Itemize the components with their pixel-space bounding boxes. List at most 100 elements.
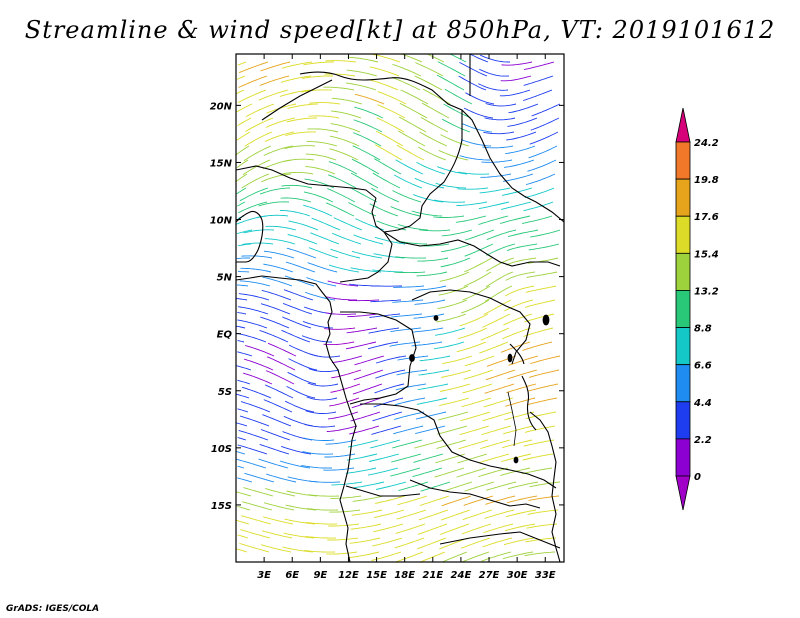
streamline [306,277,337,287]
streamline [309,480,341,483]
streamline [279,460,311,469]
streamline [524,61,555,71]
streamline [463,495,494,506]
streamline [283,532,315,539]
streamline [241,386,272,399]
streamline [460,537,491,549]
streamline [375,144,403,161]
streamline [394,271,426,274]
streamline [324,73,356,77]
streamline [398,481,429,492]
streamline [480,173,512,178]
streamline [459,155,490,161]
streamline [323,86,355,91]
streamline [390,206,421,217]
streamline [479,341,509,354]
streamline [523,201,554,212]
lat-tick-label: 15S [211,501,232,512]
streamline [236,201,246,207]
streamline [411,341,443,347]
streamline [285,131,317,136]
streamline [284,145,316,150]
streamline [326,296,357,301]
streamline [504,285,535,297]
streamline [414,75,443,91]
streamline [443,103,472,119]
colorbar-label: 17.6 [694,212,719,223]
streamline [331,97,363,105]
streamline [486,481,517,491]
streamline [437,299,468,310]
streamline [479,453,510,464]
streamline [417,523,448,535]
streamline [236,75,246,80]
streamline [265,117,296,128]
streamline [419,229,451,232]
streamline [370,439,401,449]
streamline [441,369,472,378]
lakes [409,314,550,464]
streamline [373,397,404,408]
streamline [280,75,312,83]
streamline [524,551,556,557]
streamline [236,451,246,455]
streamline [483,523,514,534]
streamline [505,271,536,281]
streamline [241,255,273,259]
streamline [469,54,489,63]
streamline [303,191,334,203]
streamline [456,467,487,478]
streamline [345,467,377,474]
streamline [419,495,450,506]
streamline [351,158,380,175]
streamline [483,131,515,135]
streamline [257,214,289,218]
streamline [243,487,274,497]
streamline [264,384,294,399]
streamline [281,61,313,69]
streamline [525,173,556,186]
streamline [416,271,448,277]
streamline [374,383,405,394]
streamline [507,229,539,238]
streamline [239,187,269,202]
streamline [507,369,538,380]
streamline [236,298,248,301]
streamline [528,145,558,159]
streamline [372,269,404,273]
streamline [481,425,512,436]
streamline [480,327,510,341]
streamline [347,439,379,448]
streamline [264,238,296,245]
streamline [395,383,427,391]
streamline [436,74,465,91]
streamline [394,397,426,406]
streamline [348,299,380,302]
streamline [372,172,401,189]
streamline [437,425,468,435]
streamline [307,508,339,511]
streamline [263,250,295,259]
streamline [354,106,384,119]
streamline [436,439,467,449]
streamline [238,306,269,315]
colorbar-label: 8.8 [694,324,712,335]
streamline [376,481,407,490]
streamline [530,355,561,365]
streamline [243,372,273,385]
streamline [238,293,270,301]
lon-tick-label: 18E [394,570,415,581]
streamline [463,369,494,380]
streamline [354,355,385,366]
streamline [415,62,444,77]
streamline [441,243,472,253]
streamline [302,75,333,79]
streamline [396,144,425,161]
streamline [484,285,513,302]
streamline [483,397,514,408]
streamline [464,243,494,257]
colorbar-label: 13.2 [694,286,719,297]
streamline [390,467,421,477]
wind-speed-colorbar: 24.2 19.8 17.6 15.4 13.2 8.8 6.6 4.4 2.2 0 [675,107,719,511]
streamline [439,397,470,407]
